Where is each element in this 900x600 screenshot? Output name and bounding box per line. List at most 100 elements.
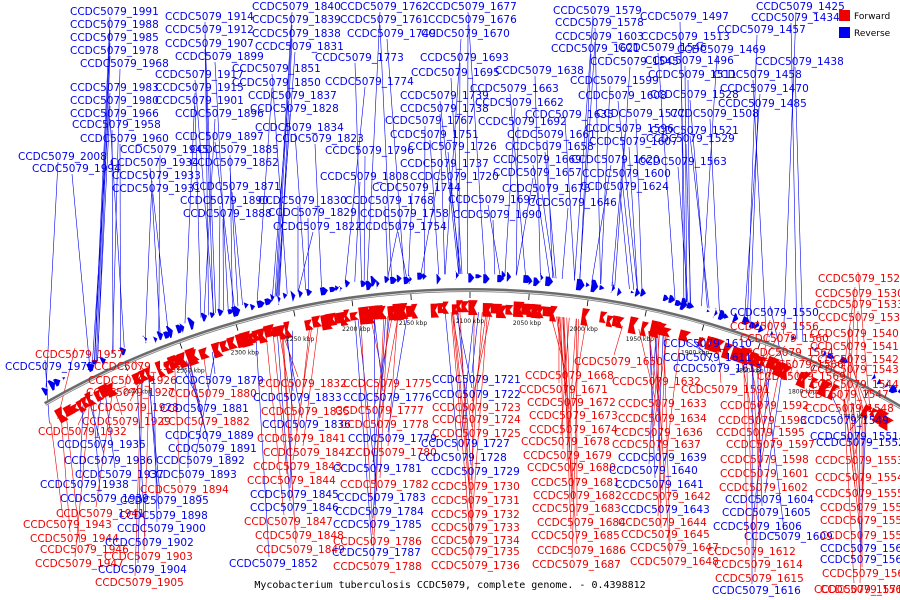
feature-label: CCDC5079_1592 [720, 400, 809, 412]
label-leader-line [844, 398, 861, 530]
reverse-gene-arrow [662, 294, 669, 302]
label-leader-line [137, 377, 143, 564]
label-leader-line [112, 68, 121, 353]
forward-gene-arrow [311, 315, 323, 328]
reverse-gene-arrow [269, 293, 275, 302]
forward-gene-arrow [54, 406, 69, 424]
reverse-gene-arrow [275, 293, 281, 305]
feature-label: CCDC5079_1566 [755, 359, 844, 371]
label-leader-line [151, 193, 161, 333]
feature-label: CCDC5079_1602 [719, 482, 808, 494]
feature-label: CCDC5079_1528 [650, 89, 739, 101]
label-leader-line [439, 113, 446, 275]
feature-label: CCDC5079_1832 [258, 378, 347, 390]
forward-gene-arrow [138, 368, 150, 382]
feature-label: CCDC5079_1978 [70, 45, 159, 57]
label-leader-line [619, 191, 630, 290]
feature-label: CCDC5079_1615 [715, 573, 804, 585]
feature-label: CCDC5079_1835 [261, 406, 350, 418]
reverse-gene-arrow [165, 325, 173, 339]
legend-forward-swatch [839, 10, 850, 21]
forward-gene-arrow [697, 336, 706, 348]
label-leader-line [709, 118, 720, 312]
label-leader-line [307, 217, 309, 290]
feature-label: CCDC5079_1754 [358, 221, 447, 233]
reverse-gene-arrow [396, 274, 402, 283]
reverse-gene-arrow [590, 279, 599, 293]
label-leader-line [752, 360, 760, 482]
label-leader-line [769, 305, 786, 373]
label-leader-line [229, 167, 239, 307]
feature-label: CCDC5079_1895 [120, 495, 209, 507]
label-leader-line [429, 139, 440, 275]
feature-label: CCDC5079_1985 [70, 32, 159, 44]
reverse-gene-arrow [705, 308, 710, 313]
feature-label: CCDC5079_1898 [119, 510, 208, 522]
feature-label: CCDC5079_1915 [155, 82, 244, 94]
kbp-tick-label: 2150 kbp [399, 320, 427, 327]
forward-gene-arrow [84, 391, 97, 407]
reverse-gene-arrow [297, 289, 303, 298]
label-leader-line [451, 312, 472, 509]
label-leader-line [97, 55, 111, 360]
label-leader-line [613, 325, 623, 356]
feature-label: CCDC5079_1761 [340, 14, 429, 26]
feature-label: CCDC5079_1642 [622, 491, 711, 503]
label-leader-line [757, 367, 773, 415]
label-leader-line [515, 126, 519, 276]
label-leader-line [594, 27, 601, 285]
label-leader-line [849, 352, 864, 409]
reverse-gene-arrow [91, 359, 99, 365]
genome-backbone [44, 288, 900, 410]
feature-label: CCDC5079_1496 [645, 55, 734, 67]
reverse-gene-arrow [599, 285, 605, 290]
feature-label: CCDC5079_1840 [252, 1, 341, 13]
label-leader-line [648, 332, 657, 465]
feature-label: CCDC5079_1988 [70, 19, 159, 31]
feature-label: CCDC5079_1658 [505, 141, 594, 153]
label-leader-line [272, 335, 288, 475]
feature-label: CCDC5079_1695 [411, 67, 500, 79]
label-leader-line [661, 338, 681, 491]
feature-label: CCDC5079_1905 [95, 577, 184, 589]
forward-gene-arrow [349, 311, 359, 321]
feature-label: CCDC5079_1762 [340, 1, 429, 13]
feature-label: CCDC5079_1544 [810, 379, 899, 391]
forward-gene-arrow [759, 356, 768, 367]
label-leader-line [743, 357, 748, 546]
feature-label: CCDC5079_1676 [428, 14, 517, 26]
feature-label: CCDC5079_1779 [348, 433, 437, 445]
forward-gene-arrow [615, 316, 625, 329]
reverse-gene-arrow [384, 276, 390, 283]
feature-label: CCDC5079_1736 [431, 560, 520, 572]
feature-label: CCDC5079_1670 [421, 28, 510, 40]
reverse-gene-arrow [264, 298, 273, 306]
label-leader-line [663, 334, 671, 542]
label-leader-line [94, 16, 111, 362]
kbp-tick-label: 1950 kbp [626, 336, 654, 343]
feature-label: CCDC5079_1646 [528, 197, 617, 209]
legend-reverse-swatch [839, 27, 850, 38]
feature-label: CCDC5079_1614 [714, 559, 803, 571]
label-leader-line [74, 401, 90, 558]
feature-label: CCDC5079_1888 [183, 208, 272, 220]
feature-label: CCDC5079_1578 [555, 17, 644, 29]
feature-label: CCDC5079_1546 [618, 42, 707, 54]
feature-label: CCDC5079_1550 [730, 307, 819, 319]
feature-label: CCDC5079_1681 [531, 477, 620, 489]
feature-label: CCDC5079_1647 [630, 542, 719, 554]
forward-gene-arrow [780, 364, 793, 381]
label-leader-line [297, 231, 314, 292]
reverse-gene-arrow [634, 288, 641, 297]
reverse-gene-arrow [200, 312, 208, 322]
kbp-tick [586, 300, 589, 307]
label-leader-line [204, 34, 216, 313]
label-leader-line [277, 113, 291, 296]
label-leader-line [752, 79, 766, 328]
label-leader-line [621, 178, 635, 290]
feature-label: CCDC5079_1697 [448, 194, 537, 206]
feature-label: CCDC5079_1738 [400, 103, 489, 115]
forward-gene-arrow [339, 311, 349, 327]
label-leader-line [849, 362, 870, 412]
label-leader-line [470, 312, 483, 481]
